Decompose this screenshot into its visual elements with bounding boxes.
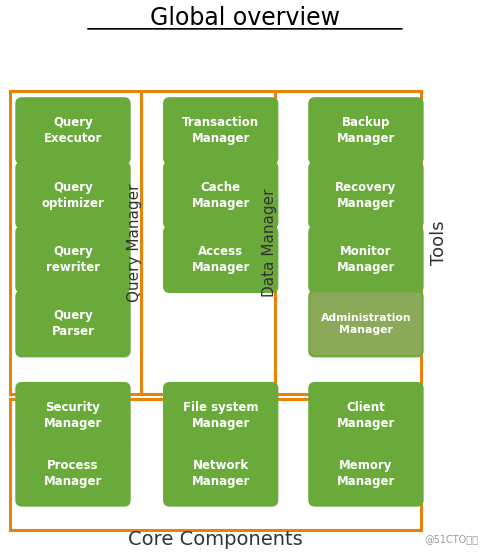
FancyBboxPatch shape [309, 440, 422, 506]
FancyBboxPatch shape [164, 162, 277, 228]
FancyBboxPatch shape [164, 383, 277, 448]
FancyBboxPatch shape [16, 162, 129, 228]
Text: Transaction
Manager: Transaction Manager [182, 116, 259, 145]
FancyBboxPatch shape [309, 291, 422, 357]
Text: Tools: Tools [430, 220, 448, 265]
Text: Administration
Manager: Administration Manager [321, 312, 411, 335]
FancyBboxPatch shape [16, 227, 129, 292]
Text: Query
Executor: Query Executor [44, 116, 102, 145]
Text: File system
Manager: File system Manager [183, 401, 258, 430]
FancyBboxPatch shape [164, 98, 277, 163]
FancyBboxPatch shape [16, 98, 129, 163]
Text: Backup
Manager: Backup Manager [337, 116, 395, 145]
Text: Query Manager: Query Manager [127, 184, 142, 302]
Text: Recovery
Manager: Recovery Manager [335, 181, 397, 210]
FancyBboxPatch shape [309, 98, 422, 163]
FancyBboxPatch shape [309, 227, 422, 292]
Text: @51CTO博客: @51CTO博客 [424, 534, 478, 543]
Text: Cache
Manager: Cache Manager [192, 181, 250, 210]
FancyBboxPatch shape [309, 162, 422, 228]
FancyBboxPatch shape [164, 227, 277, 292]
Text: Access
Manager: Access Manager [192, 245, 250, 274]
Text: Process
Manager: Process Manager [44, 459, 102, 488]
Text: Client
Manager: Client Manager [337, 401, 395, 430]
FancyBboxPatch shape [16, 440, 129, 506]
FancyBboxPatch shape [309, 383, 422, 448]
Text: Query
optimizer: Query optimizer [41, 181, 104, 210]
FancyBboxPatch shape [16, 383, 129, 448]
Text: Core Components: Core Components [128, 530, 303, 549]
Text: Security
Manager: Security Manager [44, 401, 102, 430]
Text: Memory
Manager: Memory Manager [337, 459, 395, 488]
Text: Monitor
Manager: Monitor Manager [337, 245, 395, 274]
Text: Data Manager: Data Manager [262, 189, 277, 297]
Text: Global overview: Global overview [150, 6, 340, 30]
FancyBboxPatch shape [164, 440, 277, 506]
Text: Network
Manager: Network Manager [192, 459, 250, 488]
Text: Query
Parser: Query Parser [51, 309, 94, 338]
FancyBboxPatch shape [16, 291, 129, 357]
Text: Query
rewriter: Query rewriter [46, 245, 100, 274]
